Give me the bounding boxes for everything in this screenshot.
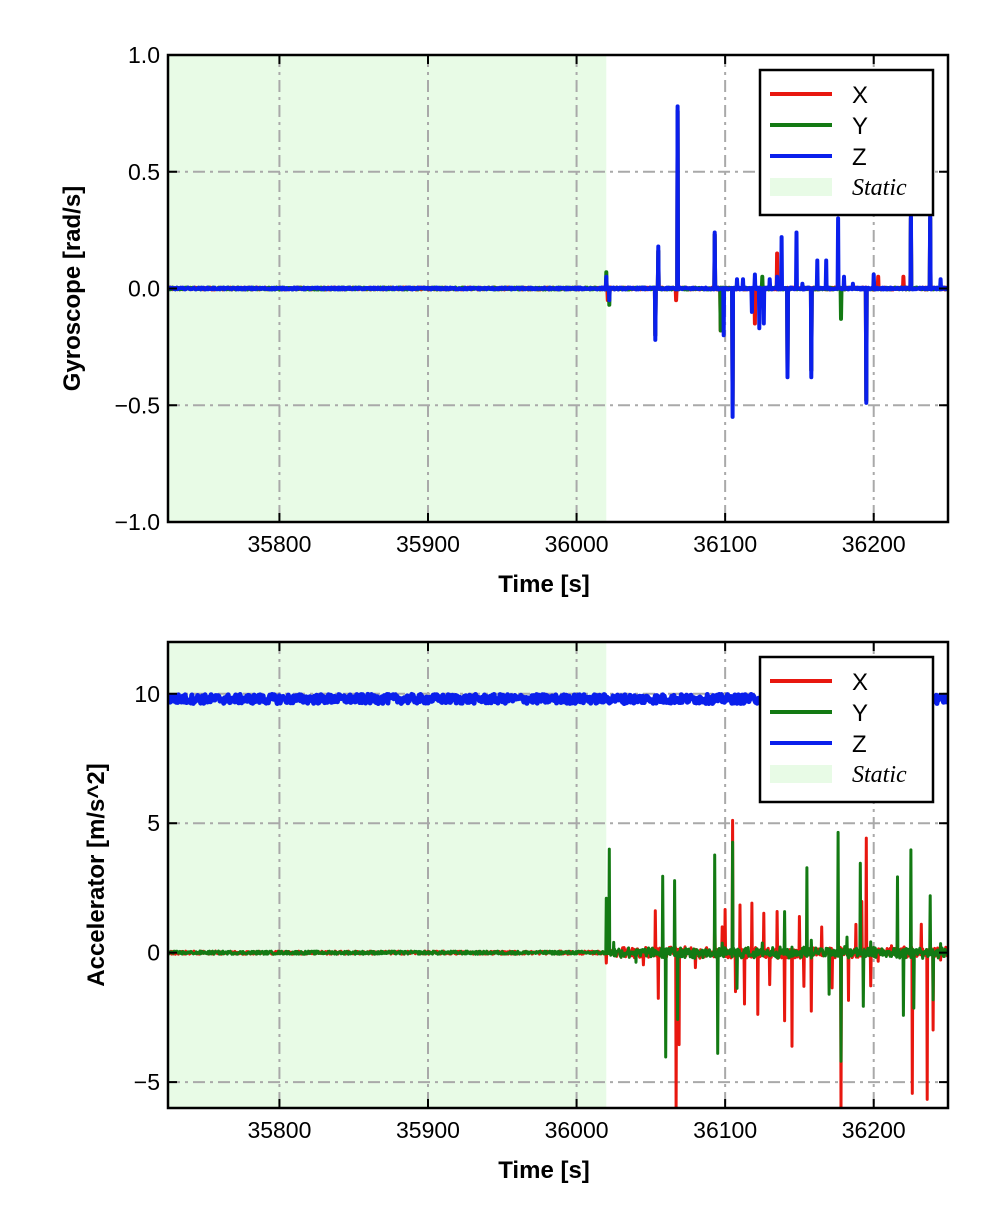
x-tick-label: 36200 — [842, 531, 906, 557]
x-axis-label: Time [s] — [498, 571, 590, 598]
legend-label-static: Static — [852, 175, 907, 201]
x-tick-label: 36000 — [545, 531, 609, 557]
chart-panel-2: 35800 35900 36000 36100 36200 −5 0 5 10 Time [s] A… — [83, 640, 950, 1184]
x-tick-label: 36100 — [693, 1117, 757, 1143]
y-tick-label: 0.5 — [128, 159, 160, 185]
x-tick-label: 36200 — [842, 1117, 906, 1143]
x-tick-label: 35800 — [247, 1117, 311, 1143]
legend-label-z: Z — [852, 731, 867, 758]
legend: XYZ Static — [758, 68, 935, 217]
y-tick-label: 10 — [134, 681, 160, 707]
legend-label-y: Y — [852, 700, 868, 727]
legend-label-x: X — [852, 82, 868, 109]
y-tick-label: −5 — [134, 1069, 160, 1095]
legend-label-y: Y — [852, 113, 868, 140]
series-group — [168, 104, 948, 419]
y-tick-label: 5 — [147, 810, 160, 836]
static-region — [168, 642, 607, 1108]
y-tick-label: 0.0 — [128, 276, 160, 302]
x-tick-label: 35900 — [396, 1117, 460, 1143]
x-tick-label: 35900 — [396, 531, 460, 557]
legend-label-static: Static — [852, 762, 907, 788]
plot-frame — [166, 640, 950, 1110]
y-tick-label: −0.5 — [115, 392, 160, 418]
legend-swatch-static — [770, 765, 832, 783]
x-tick-label: 35800 — [247, 531, 311, 557]
legend-label-z: Z — [852, 144, 867, 171]
y-axis-label: Accelerator [m/s^2] — [83, 763, 110, 986]
chart-panel-1: 35800 35900 36000 36100 36200 −1.0 −0.5 0.0 0.5 1… — [59, 42, 950, 598]
series-line-z — [168, 104, 948, 419]
legend: XYZ Static — [758, 655, 935, 804]
series-line-y — [168, 830, 948, 1063]
y-tick-label: −1.0 — [115, 509, 160, 535]
x-axis-label: Time [s] — [498, 1157, 590, 1184]
x-tick-label: 36000 — [545, 1117, 609, 1143]
y-tick-label: 1.0 — [128, 42, 160, 68]
y-tick-label: 0 — [147, 940, 160, 966]
y-axis-label: Gyroscope [rad/s] — [59, 186, 86, 391]
x-tick-label: 36100 — [693, 531, 757, 557]
legend-swatch-static — [770, 178, 832, 196]
legend-label-x: X — [852, 669, 868, 696]
